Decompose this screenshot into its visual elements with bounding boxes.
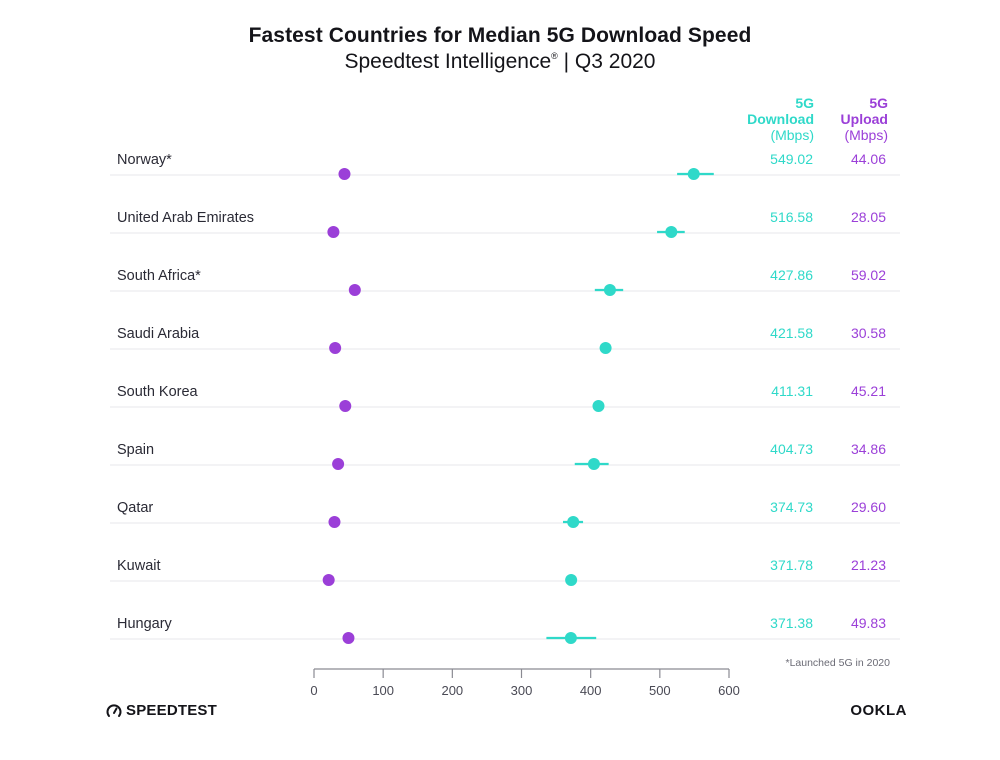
download-value-label: 411.31 bbox=[771, 383, 813, 399]
download-value-label: 371.38 bbox=[770, 615, 813, 631]
upload-dot bbox=[332, 458, 345, 470]
subtitle-source: Speedtest Intelligence bbox=[344, 50, 552, 73]
download-value-label: 516.58 bbox=[770, 209, 813, 225]
x-tick-label: 300 bbox=[511, 683, 533, 698]
country-label: Saudi Arabia bbox=[117, 326, 200, 342]
download-dot bbox=[599, 342, 612, 354]
upload-value-label: 28.05 bbox=[851, 209, 886, 225]
upload-header-line2: Upload bbox=[840, 111, 888, 127]
upload-dot bbox=[329, 342, 342, 354]
download-header-line1: 5G bbox=[795, 95, 814, 111]
country-label: Norway* bbox=[117, 152, 172, 168]
download-dot bbox=[687, 168, 700, 180]
upload-dot bbox=[348, 284, 361, 296]
download-dot bbox=[567, 516, 580, 528]
upload-value-label: 30.58 bbox=[851, 325, 886, 341]
upload-dot bbox=[328, 516, 341, 528]
country-label: Qatar bbox=[117, 500, 153, 516]
download-header-unit: (Mbps) bbox=[770, 127, 814, 143]
download-dot bbox=[665, 226, 678, 238]
upload-dot bbox=[342, 632, 355, 644]
upload-dot bbox=[339, 400, 352, 412]
x-tick-label: 500 bbox=[649, 683, 671, 698]
x-tick-label: 100 bbox=[372, 683, 394, 698]
subtitle-period: | Q3 2020 bbox=[557, 50, 656, 73]
upload-dot bbox=[327, 226, 340, 238]
country-label: South Korea bbox=[117, 384, 199, 400]
chart-subtitle: Speedtest Intelligence® | Q3 2020 bbox=[0, 50, 1000, 74]
x-tick-label: 400 bbox=[580, 683, 602, 698]
download-dot bbox=[587, 458, 600, 470]
upload-dot bbox=[338, 168, 351, 180]
x-tick-label: 200 bbox=[441, 683, 463, 698]
download-value-label: 549.02 bbox=[770, 151, 813, 167]
upload-dot bbox=[322, 574, 335, 586]
speedtest-logo: SPEEDTEST bbox=[106, 702, 217, 719]
download-value-label: 421.58 bbox=[770, 325, 813, 341]
country-label: Hungary bbox=[117, 616, 173, 632]
country-label: South Africa* bbox=[117, 268, 201, 284]
chart-title: Fastest Countries for Median 5G Download… bbox=[248, 24, 752, 47]
speedometer-icon bbox=[106, 703, 122, 717]
download-value-label: 404.73 bbox=[770, 441, 813, 457]
download-value-label: 374.73 bbox=[770, 499, 813, 515]
download-dot bbox=[603, 284, 616, 296]
upload-value-label: 49.83 bbox=[851, 615, 886, 631]
upload-value-label: 34.86 bbox=[851, 441, 886, 457]
download-dot bbox=[592, 400, 605, 412]
upload-value-label: 45.21 bbox=[851, 383, 886, 399]
upload-value-label: 21.23 bbox=[851, 557, 886, 573]
country-label: United Arab Emirates bbox=[117, 210, 254, 226]
upload-header-unit: (Mbps) bbox=[844, 127, 888, 143]
download-value-label: 427.86 bbox=[770, 267, 813, 283]
upload-value-label: 44.06 bbox=[851, 151, 886, 167]
download-dot bbox=[565, 574, 578, 586]
country-label: Kuwait bbox=[117, 558, 161, 574]
upload-header-line1: 5G bbox=[869, 95, 888, 111]
speedtest-wordmark: SPEEDTEST bbox=[126, 702, 217, 719]
download-column-header: 5G Download (Mbps) bbox=[704, 95, 814, 143]
download-header-line2: Download bbox=[747, 111, 814, 127]
country-label: Spain bbox=[117, 442, 154, 458]
download-dot bbox=[564, 632, 577, 644]
ookla-logo: OOKLA bbox=[850, 702, 907, 719]
registered-mark: ® bbox=[551, 51, 558, 61]
footnote: *Launched 5G in 2020 bbox=[785, 657, 890, 669]
x-tick-label: 600 bbox=[718, 683, 740, 698]
upload-value-label: 59.02 bbox=[851, 267, 886, 283]
x-tick-label: 0 bbox=[310, 683, 317, 698]
download-value-label: 371.78 bbox=[770, 557, 813, 573]
upload-value-label: 29.60 bbox=[851, 499, 886, 515]
upload-column-header: 5G Upload (Mbps) bbox=[778, 95, 888, 143]
